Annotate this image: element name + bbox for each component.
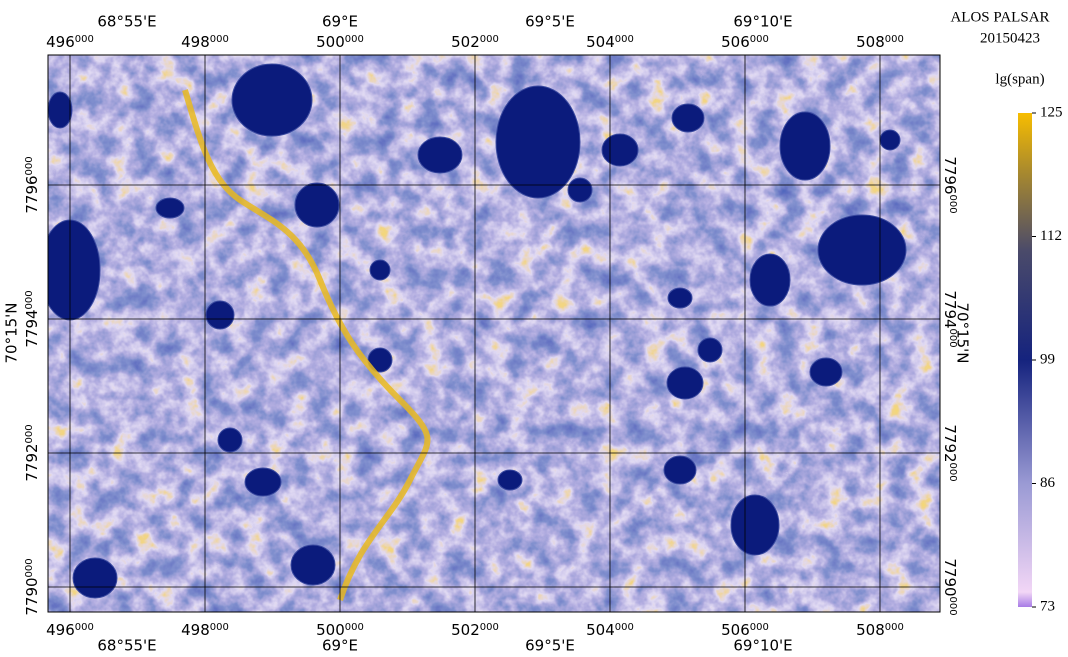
lon-label: 68°55'E xyxy=(97,637,156,655)
y-tick-label: 7794000 xyxy=(942,290,960,347)
colorbar-tick-label: 112 xyxy=(1040,228,1062,244)
x-tick-label: 496000 xyxy=(46,33,94,51)
colorbar-tick-label: 73 xyxy=(1040,598,1055,614)
lon-label: 69°5'E xyxy=(525,637,575,655)
x-tick-label: 506000 xyxy=(721,33,769,51)
sar-image xyxy=(40,55,940,612)
x-tick-label: 500000 xyxy=(316,33,364,51)
colorbar-tick-label: 86 xyxy=(1040,475,1056,491)
x-tick-label: 504000 xyxy=(586,33,634,51)
x-tick-label: 502000 xyxy=(451,621,499,639)
x-tick-label: 504000 xyxy=(586,621,634,639)
lon-label: 69°10'E xyxy=(733,13,792,31)
colorbar-label: lg(span) xyxy=(995,71,1044,87)
colorbar xyxy=(1018,113,1032,607)
x-tick-label: 498000 xyxy=(181,33,229,51)
x-tick-label: 508000 xyxy=(856,621,904,639)
lon-label: 69°10'E xyxy=(733,637,792,655)
y-tick-label: 7792000 xyxy=(942,424,960,481)
lon-label: 69°5'E xyxy=(525,13,575,31)
y-tick-label: 7794000 xyxy=(23,290,41,347)
y-tick-label: 7796000 xyxy=(942,156,960,213)
y-tick-label: 7792000 xyxy=(23,424,41,481)
colorbar-tick-label: 125 xyxy=(1040,104,1063,120)
colorbar-tick-label: 99 xyxy=(1040,351,1055,367)
x-tick-label: 508000 xyxy=(856,33,904,51)
map-title: ALOS PALSAR xyxy=(950,9,1049,25)
map-date: 20150423 xyxy=(980,30,1040,46)
y-tick-label: 7796000 xyxy=(23,156,41,213)
x-tick-label: 502000 xyxy=(451,33,499,51)
map-figure: 68°55'E 69°E 69°5'E 69°10'E 68°55'E 69°E… xyxy=(0,0,1068,657)
y-tick-label: 7790000 xyxy=(942,558,960,615)
x-tick-label: 498000 xyxy=(181,621,229,639)
x-tick-label: 496000 xyxy=(46,621,94,639)
lon-label: 69°E xyxy=(322,637,358,655)
lon-label: 69°E xyxy=(322,13,358,31)
y-tick-label: 7790000 xyxy=(23,558,41,615)
lat-label: 70°15'N xyxy=(3,302,21,363)
lon-label: 68°55'E xyxy=(97,13,156,31)
